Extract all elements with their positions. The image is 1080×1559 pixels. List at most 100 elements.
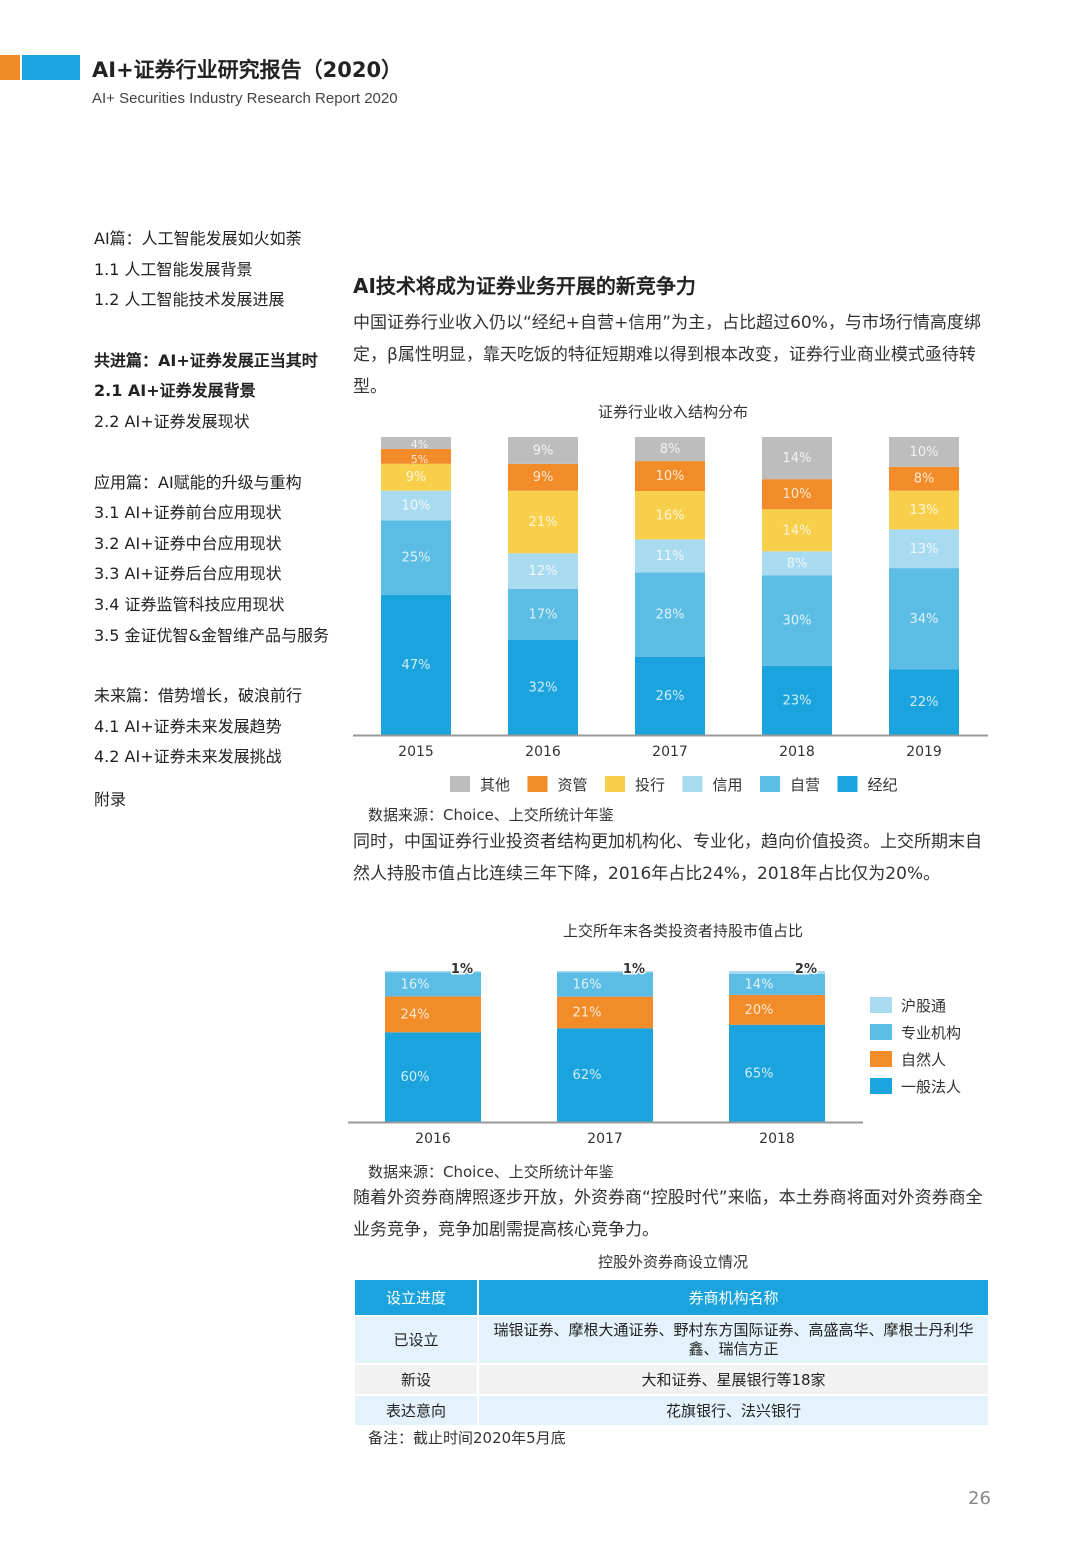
x-tick-label: 2017 [652,744,688,760]
toc-section-future[interactable]: 未来篇：借势增长，破浪前行 [94,686,303,706]
x-tick-label: 2018 [759,1131,795,1147]
data-label: 1% [623,962,645,977]
table-cell-progress: 已设立 [355,1315,479,1364]
data-label: 60% [401,1070,430,1085]
data-label: 30% [783,614,812,629]
bar-segment [381,463,451,491]
data-label: 21% [529,515,558,530]
data-label: 14% [745,977,774,992]
x-tick-label: 2017 [587,1131,623,1147]
bar-segment [385,996,481,1033]
table-of-contents: AI篇：人工智能发展如火如荼 1.1 人工智能发展背景 1.2 人工智能技术发展… [94,224,354,816]
bar-segment [889,466,959,491]
bar-segment [385,1032,481,1122]
legend-swatch [527,776,548,792]
table-cell-progress: 新设 [355,1363,479,1395]
table-cell-progress: 表达意向 [355,1394,479,1425]
data-label: 16% [656,508,685,523]
legend-swatch [682,776,703,792]
data-label: 14% [783,451,812,466]
foreign-broker-table: 设立进度 券商机构名称 已设立 瑞银证券、摩根大通证券、野村东方国际证券、高盛高… [355,1280,988,1425]
bar-segment [762,479,832,510]
bar-segment [729,994,825,1025]
chart1-source: 数据来源：Choice、上交所统计年鉴 [368,806,614,824]
legend-label: 信用 [713,776,743,794]
bar-segment [762,575,832,666]
table-note: 备注：截止时间2020年5月底 [368,1429,566,1447]
header-accent-blue [22,55,80,80]
legend-swatch [837,776,858,792]
bar-segment [889,669,959,735]
data-label: 10% [402,499,431,514]
bar-segment [635,572,705,657]
data-label: 9% [533,443,554,458]
data-label: 8% [914,472,935,487]
table-row: 已设立 瑞银证券、摩根大通证券、野村东方国际证券、高盛高华、摩根士丹利华鑫、瑞信… [355,1315,988,1364]
data-label: 2% [795,962,817,977]
data-label: 32% [529,680,558,695]
bar-segment [729,973,825,995]
toc-item-3-4[interactable]: 3.4 证券监管科技应用现状 [94,594,285,614]
toc-section-gongjin[interactable]: 共进篇：AI+证券发展正当其时 [94,350,318,370]
investor-holding-chart: 60% 24% 16% 1% 2016 62% 21% 16% 1% 2017 65% 20% 14% 2… [348,962,961,1147]
legend-label: 其他 [480,776,510,794]
data-label: 28% [656,608,685,623]
toc-item-1-1[interactable]: 1.1 人工智能发展背景 [94,259,253,279]
toc-item-2-2[interactable]: 2.2 AI+证券发展现状 [94,411,250,431]
chart2-source: 数据来源：Choice、上交所统计年鉴 [368,1163,614,1181]
bar-segment [381,594,451,735]
bar-segment [729,1024,825,1122]
legend-label: 沪股通 [901,997,946,1015]
data-label: 10% [910,445,939,460]
bar-segment [381,448,451,464]
table-cell-brokers: 花旗银行、法兴银行 [478,1394,988,1425]
data-label: 26% [656,689,685,704]
legend-label: 一般法人 [901,1078,961,1096]
legend-swatch [870,1051,892,1067]
toc-item-3-5[interactable]: 3.5 金证优智&金智维产品与服务 [94,625,330,645]
toc-section-application[interactable]: 应用篇：AI赋能的升级与重构 [94,472,302,492]
report-title: AI+证券行业研究报告（2020） [92,58,403,82]
data-label: 34% [910,612,939,627]
data-label: 47% [402,658,431,673]
bar-segment [508,588,578,640]
bar-segment [889,437,959,467]
bar-segment [508,463,578,491]
bar-segment [762,509,832,552]
bar-segment [762,551,832,576]
data-label: 10% [656,469,685,484]
toc-item-4-2[interactable]: 4.2 AI+证券未来发展挑战 [94,747,282,767]
toc-item-4-1[interactable]: 4.1 AI+证券未来发展趋势 [94,716,282,736]
header-accent-orange [0,55,20,80]
legend-swatch [870,997,892,1013]
data-label: 17% [529,607,558,622]
toc-item-3-2[interactable]: 3.2 AI+证券中台应用现状 [94,533,282,553]
toc-item-appendix[interactable]: 附录 [94,789,127,809]
table-row: 表达意向 花旗银行、法兴银行 [355,1394,988,1425]
toc-section-ai[interactable]: AI篇：人工智能发展如火如荼 [94,229,302,248]
bar-segment [729,971,825,974]
bar-segment [889,490,959,530]
bar-segment [557,972,653,997]
toc-item-3-3[interactable]: 3.3 AI+证券后台应用现状 [94,564,282,584]
table-cell-brokers: 瑞银证券、摩根大通证券、野村东方国际证券、高盛高华、摩根士丹利华鑫、瑞信方正 [478,1315,988,1364]
bar-segment [762,665,832,735]
x-tick-label: 2016 [415,1131,451,1147]
data-label: 62% [573,1068,602,1083]
paragraph-revenue: 中国证券行业收入仍以“经纪+自营+信用”为主，占比超过60%，与市场行情高度绑定… [353,313,981,397]
legend-label: 自营 [790,776,820,794]
bar-segment [508,639,578,735]
data-label: 9% [533,470,554,485]
bar-segment [889,529,959,569]
toc-item-2-1[interactable]: 2.1 AI+证券发展背景 [94,381,256,401]
bar-segment [635,539,705,573]
bar-segment [762,437,832,480]
toc-item-1-2[interactable]: 1.2 人工智能技术发展进展 [94,290,285,310]
legend-label: 资管 [558,776,588,794]
data-label: 23% [783,693,812,708]
data-label: 9% [406,470,427,485]
bar-segment [889,568,959,670]
data-label: 12% [529,564,558,579]
x-tick-label: 2018 [779,744,815,760]
toc-item-3-1[interactable]: 3.1 AI+证券前台应用现状 [94,503,282,523]
